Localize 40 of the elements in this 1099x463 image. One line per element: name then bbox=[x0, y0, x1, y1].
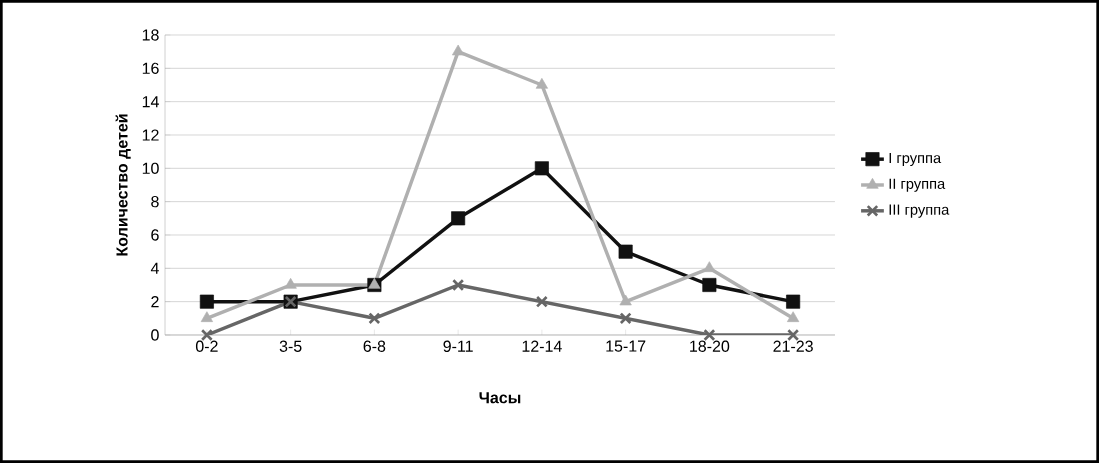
point bbox=[535, 295, 548, 308]
y-tick-label: 2 bbox=[151, 296, 159, 308]
y-tick-label: 12 bbox=[142, 129, 159, 141]
y-tick-label: 6 bbox=[151, 229, 159, 241]
x-tick-label: 6-8 bbox=[363, 340, 386, 352]
point bbox=[703, 261, 716, 272]
y-tick-label: 14 bbox=[142, 96, 159, 108]
legend-label: I группа bbox=[889, 152, 942, 167]
legend-label: III группа bbox=[889, 204, 950, 218]
x-axis-title: Часы bbox=[479, 392, 521, 404]
point bbox=[451, 211, 466, 226]
point bbox=[787, 311, 800, 322]
y-tick-label: 4 bbox=[150, 262, 159, 274]
y-tick-label: 0 bbox=[151, 329, 159, 341]
point bbox=[368, 312, 381, 325]
y-tick-label: 10 bbox=[142, 162, 159, 174]
point bbox=[618, 244, 633, 259]
point bbox=[452, 44, 465, 56]
point bbox=[702, 277, 717, 292]
x-tick-label: 15-17 bbox=[606, 340, 646, 352]
legend-label: II группа bbox=[889, 178, 946, 192]
x-tick-label: 18-20 bbox=[690, 340, 730, 352]
point bbox=[619, 294, 632, 306]
point bbox=[619, 312, 632, 325]
y-tick-label: 8 bbox=[151, 196, 159, 208]
point bbox=[200, 311, 213, 322]
point bbox=[284, 277, 297, 289]
y-tick-label: 16 bbox=[142, 62, 159, 74]
x-tick-label: 3-5 bbox=[279, 340, 302, 352]
point bbox=[534, 161, 549, 176]
y-tick-label: 18 bbox=[142, 29, 159, 41]
y-axis-title: Количество детей bbox=[115, 114, 131, 256]
point bbox=[199, 294, 214, 309]
point bbox=[452, 278, 465, 292]
point bbox=[786, 294, 801, 309]
x-tick-label: 21-23 bbox=[773, 340, 813, 352]
x-tick-label: 9-11 bbox=[443, 340, 473, 352]
x-tick-label: 12-14 bbox=[522, 340, 562, 352]
x-tick-label: 0-2 bbox=[195, 340, 218, 352]
point bbox=[535, 77, 548, 89]
